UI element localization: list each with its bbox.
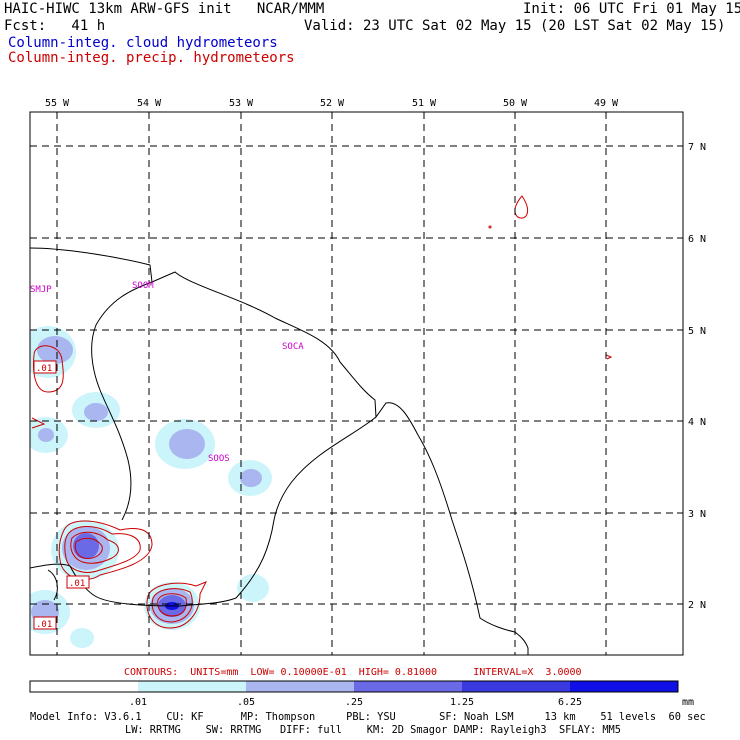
lon-label-53w: 53 W bbox=[229, 98, 254, 109]
colorbar-unit: mm bbox=[682, 697, 694, 708]
contour-label: .01 bbox=[36, 364, 52, 374]
lat-lon-grid bbox=[30, 112, 683, 655]
lat-label-2n: 2 N bbox=[688, 600, 706, 611]
legend-cloud-hydrometeors: Column-integ. cloud hydrometeors bbox=[8, 35, 278, 51]
lon-label-51w: 51 W bbox=[412, 98, 437, 109]
lon-label-50w: 50 W bbox=[503, 98, 528, 109]
valid-time: Valid: 23 UTC Sat 02 May 15 (20 LST Sat … bbox=[304, 18, 726, 34]
station-smjp: SMJP bbox=[30, 285, 52, 295]
colorbar-tick: .01 bbox=[129, 697, 147, 708]
lat-label-3n: 3 N bbox=[688, 509, 706, 520]
axis-ticks bbox=[56, 112, 683, 605]
station-soom: SOOM bbox=[132, 281, 154, 291]
colorbar-tick: 1.25 bbox=[450, 697, 474, 708]
colorbar-tick: 6.25 bbox=[558, 697, 582, 708]
colorbar-tick: .05 bbox=[237, 697, 255, 708]
init-time: Init: 06 UTC Fri 01 May 15 bbox=[523, 1, 740, 17]
precip-contours bbox=[31, 195, 613, 629]
lat-label-5n: 5 N bbox=[688, 326, 706, 337]
map-frame bbox=[29, 111, 684, 656]
colorbar-tick: .25 bbox=[345, 697, 363, 708]
contour-label: .01 bbox=[69, 579, 85, 589]
cloud-shading bbox=[30, 326, 272, 648]
lon-label-52w: 52 W bbox=[320, 98, 345, 109]
station-soos: SOOS bbox=[208, 454, 230, 464]
lat-label-4n: 4 N bbox=[688, 417, 706, 428]
lat-label-7n: 7 N bbox=[688, 142, 706, 153]
coastline-borders bbox=[30, 247, 529, 655]
colorbar bbox=[29, 680, 679, 693]
lon-label-49w: 49 W bbox=[594, 98, 619, 109]
lon-label-54w: 54 W bbox=[137, 98, 162, 109]
model-info-line1: Model Info: V3.6.1 CU: KF MP: Thompson P… bbox=[30, 711, 706, 723]
contour-label: .01 bbox=[36, 620, 52, 630]
legend-precip-hydrometeors: Column-integ. precip. hydrometeors bbox=[8, 50, 295, 66]
lat-label-6n: 6 N bbox=[688, 234, 706, 245]
model-info-line2: LW: RRTMG SW: RRTMG DIFF: full KM: 2D Sm… bbox=[125, 724, 621, 736]
map-title: HAIC-HIWC 13km ARW-GFS init NCAR/MMM bbox=[4, 1, 325, 17]
station-soca: SOCA bbox=[282, 342, 304, 352]
forecast-hour: Fcst: 41 h bbox=[4, 18, 106, 34]
lon-label-55w: 55 W bbox=[45, 98, 70, 109]
contour-info: CONTOURS: UNITS=mm LOW= 0.10000E-01 HIGH… bbox=[124, 667, 582, 678]
